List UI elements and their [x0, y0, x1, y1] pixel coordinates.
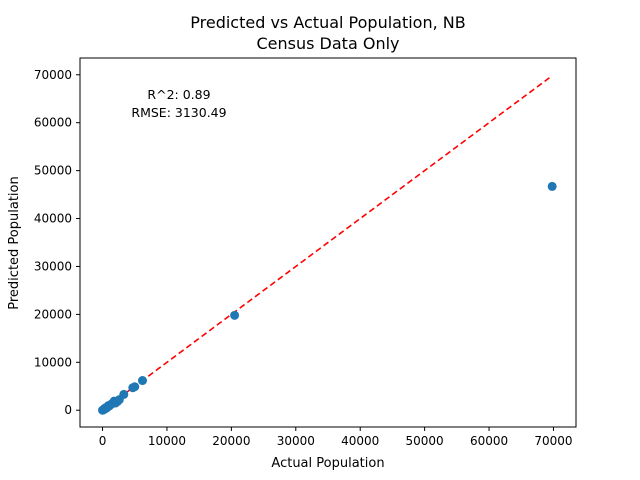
reference-line-group — [102, 75, 553, 411]
rmse-annotation: RMSE: 3130.49 — [131, 105, 226, 120]
y-tick-label: 70000 — [34, 68, 72, 82]
data-point — [137, 376, 147, 386]
x-tick-label: 70000 — [534, 434, 572, 448]
y-tick-label: 20000 — [34, 307, 72, 321]
axes-frame — [79, 57, 577, 428]
x-axis-ticks: 0 10000 20000 30000 40000 50000 60000 70000 — [99, 427, 573, 448]
x-tick-label: 20000 — [212, 434, 250, 448]
x-tick-label: 60000 — [470, 434, 508, 448]
x-tick-label: 10000 — [148, 434, 186, 448]
x-tick-label: 40000 — [341, 434, 379, 448]
y-tick-label: 50000 — [34, 164, 72, 178]
data-point — [130, 382, 140, 392]
x-axis-label: Actual Population — [271, 456, 384, 471]
reference-line — [102, 75, 553, 411]
y-tick-label: 60000 — [34, 116, 72, 130]
r2-annotation: R^2: 0.89 — [147, 87, 210, 102]
chart-title-line1: Predicted vs Actual Population, NB — [190, 13, 465, 32]
x-tick-label: 0 — [99, 434, 107, 448]
y-tick-label: 40000 — [34, 212, 72, 226]
x-tick-label: 30000 — [277, 434, 315, 448]
scatter-points — [98, 181, 557, 415]
chart-title: Predicted vs Actual Population, NB Censu… — [190, 13, 465, 53]
y-tick-label: 0 — [64, 403, 72, 417]
chart-title-line2: Census Data Only — [257, 34, 400, 53]
data-point — [119, 389, 129, 399]
y-axis-ticks: 0 10000 20000 30000 40000 50000 60000 70000 — [34, 68, 80, 417]
metrics-annotation: R^2: 0.89 RMSE: 3130.49 — [131, 87, 226, 120]
y-tick-label: 10000 — [34, 355, 72, 369]
data-point — [230, 310, 240, 320]
y-tick-label: 30000 — [34, 259, 72, 273]
plot-area — [98, 75, 557, 415]
x-tick-label: 50000 — [406, 434, 444, 448]
data-point — [547, 181, 557, 191]
y-axis-label: Predicted Population — [7, 176, 22, 309]
